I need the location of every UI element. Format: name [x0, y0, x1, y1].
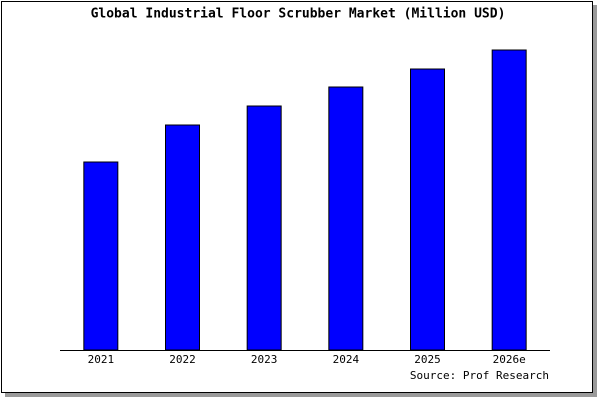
x-tick-label: 2024 [333, 353, 360, 366]
bar [165, 124, 200, 351]
x-tick-label: 2021 [88, 353, 115, 366]
chart-title: Global Industrial Floor Scrubber Market … [91, 7, 506, 22]
x-tick-label: 2025 [414, 353, 441, 366]
x-tick-label: 2022 [169, 353, 196, 366]
bar [246, 105, 282, 351]
x-tick-label: 2023 [251, 353, 278, 366]
bar [328, 86, 364, 351]
bar [491, 49, 527, 351]
source-note: Source: Prof Research [410, 369, 549, 382]
x-tick-label: 2026e [493, 353, 526, 366]
bar [410, 68, 445, 351]
bar [83, 161, 119, 351]
